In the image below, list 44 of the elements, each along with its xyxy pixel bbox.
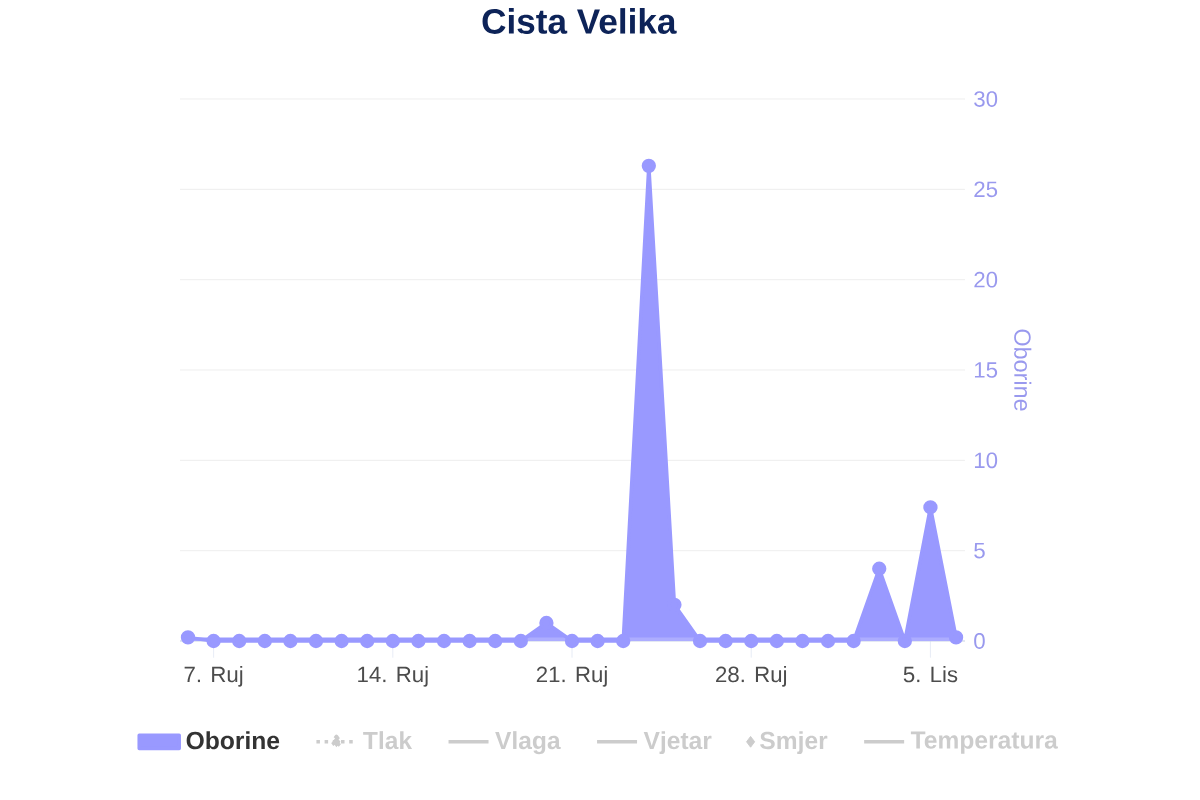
- point: [872, 561, 887, 576]
- point: [564, 633, 580, 649]
- point: [385, 633, 400, 649]
- y-tick-label: 5: [974, 542, 985, 559]
- point: [436, 633, 452, 649]
- y-tick-label: 0: [974, 633, 985, 649]
- y-tick-label: 30: [974, 91, 998, 107]
- point: [692, 633, 708, 649]
- point: [257, 633, 272, 649]
- point: [308, 633, 324, 649]
- point: [232, 633, 247, 649]
- point: [897, 633, 912, 649]
- x-tick-label: 14. Ruj: [358, 665, 428, 687]
- point: [846, 633, 861, 649]
- x-tick-label: 28. Ruj: [716, 665, 787, 687]
- point: [206, 633, 221, 649]
- point: [180, 630, 196, 645]
- x-tick-label: 5. Lis: [903, 665, 958, 683]
- point: [923, 500, 938, 515]
- point: [744, 633, 759, 649]
- point: [795, 633, 810, 649]
- point: [411, 633, 426, 649]
- point: [769, 633, 784, 649]
- point: [488, 633, 503, 649]
- point: [820, 633, 836, 649]
- point: [513, 633, 528, 649]
- point: [283, 633, 298, 649]
- point: [590, 633, 605, 649]
- point: [462, 633, 477, 649]
- point: [948, 630, 964, 645]
- y-axis-title: Oborine: [1014, 329, 1032, 411]
- x-tick-label: 7. Ruj: [184, 665, 243, 687]
- point: [718, 633, 733, 649]
- point: [334, 633, 349, 649]
- chart-title: Cista Velika: [482, 8, 677, 34]
- legend-label: Oborine: [186, 731, 280, 750]
- y-tick-label: 25: [974, 181, 998, 198]
- point: [616, 633, 631, 649]
- y-tick-label: 20: [974, 271, 998, 288]
- point: [360, 633, 375, 649]
- y-tick-label: 15: [974, 362, 998, 378]
- x-tick-label: 21. Ruj: [536, 665, 607, 687]
- point: [641, 158, 656, 173]
- y-tick-label: 10: [974, 452, 998, 469]
